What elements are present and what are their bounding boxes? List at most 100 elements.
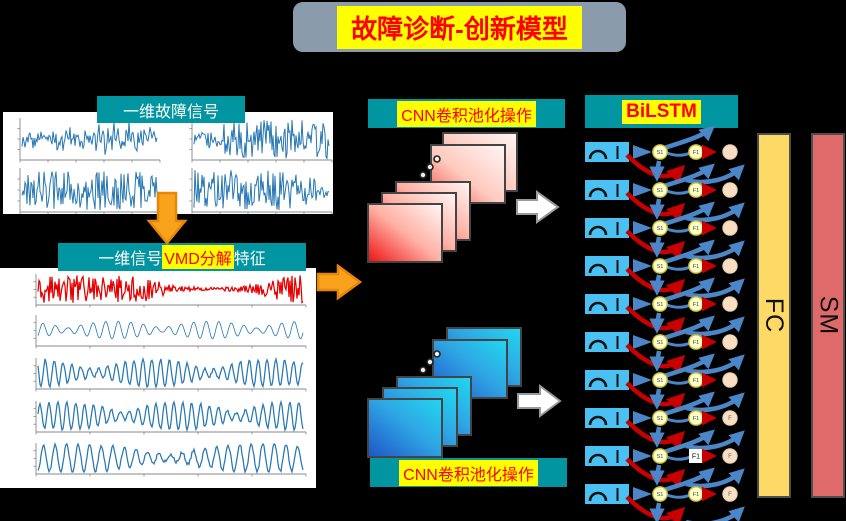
backward-curve [625, 267, 686, 298]
feature-map-red [367, 203, 443, 263]
feature-map-blue [446, 327, 522, 387]
forward-down-link [649, 236, 665, 258]
signal-waveform [21, 171, 158, 210]
ellipsis-dot [419, 366, 427, 374]
backward-curve [625, 419, 686, 450]
label-cnn-top-text: CNN卷积池化操作 [397, 100, 536, 127]
forward-up-curve [663, 315, 715, 341]
lstm-forward-node [652, 296, 668, 312]
ellipsis-dot [433, 155, 441, 163]
signal-waveform [21, 121, 158, 155]
forward-down-link [649, 312, 665, 334]
forward-node-label: S1 [657, 492, 664, 498]
cell-link [666, 493, 691, 499]
backward-node-label: F1 [693, 492, 699, 498]
forward-out-curve [685, 316, 745, 337]
forward-out-curve [685, 240, 745, 261]
segment-arc-glyph [588, 301, 608, 312]
lstm-forward-node [652, 486, 668, 502]
forward-down-link [649, 274, 665, 296]
vmd-decomposition-panel [0, 268, 316, 488]
forward-arrowhead [633, 411, 652, 425]
segment-arc-glyph [588, 377, 608, 388]
segment-arc-glyph [588, 225, 608, 236]
fc-layer-bar: FC [757, 133, 791, 498]
ellipsis-dot [426, 358, 434, 366]
label-vmd-features: 一维信号 VMD分解 特征 [58, 243, 306, 271]
forward-arrowhead [633, 449, 652, 463]
backward-curve [625, 381, 686, 412]
output-node [722, 486, 738, 502]
label-bilstm: BiLSTM [585, 95, 738, 128]
lstm-forward-node [652, 372, 668, 388]
bilstm-row: S1 F1 [585, 125, 745, 185]
forward-up-curve [663, 163, 715, 189]
input-segment-box [585, 218, 629, 238]
forward-up-curve [663, 239, 715, 265]
forward-arrowhead [633, 487, 652, 501]
lstm-forward-node [652, 410, 668, 426]
backward-curve [625, 229, 686, 260]
segment-arc-glyph [588, 453, 608, 464]
white-right-arrow [517, 384, 562, 418]
forward-arrowhead [633, 145, 652, 159]
output-node-label: F [728, 416, 732, 422]
forward-down-link [649, 198, 665, 220]
feature-map-red [395, 181, 471, 241]
input-segment-box [585, 142, 629, 162]
forward-up-curve [663, 429, 715, 455]
forward-arrowhead [633, 221, 652, 235]
forward-node-label: S1 [657, 340, 664, 346]
forward-node-label: S1 [657, 302, 664, 308]
signal-waveform [193, 170, 330, 211]
output-node [722, 144, 738, 160]
output-node [722, 296, 738, 312]
output-node [722, 258, 738, 274]
lstm-backward-node [688, 296, 704, 312]
backward-node-label: F1 [692, 454, 700, 461]
forward-down-link [649, 350, 665, 372]
output-node [722, 410, 738, 426]
signal-waveform [37, 320, 304, 340]
lstm-backward-node [688, 334, 704, 350]
feature-map-blue [432, 339, 508, 399]
segment-arc-glyph [588, 415, 608, 426]
plot-axes [19, 168, 160, 213]
backward-node-label: F1 [693, 378, 699, 384]
forward-down-link [649, 388, 665, 410]
output-node [722, 334, 738, 350]
ellipsis-dot [433, 350, 441, 358]
backward-curve [625, 457, 686, 488]
raw-signal-plots [17, 118, 333, 215]
lstm-forward-node [652, 448, 668, 464]
forward-up-curve [663, 467, 715, 493]
forward-node-label: S1 [657, 416, 664, 422]
ellipsis-dot [419, 171, 427, 179]
backward-node-label: F1 [693, 150, 699, 156]
lstm-forward-node [652, 258, 668, 274]
bilstm-row: S1 F1 [585, 163, 745, 223]
feature-map-blue [396, 376, 472, 436]
lstm-backward-node [688, 486, 704, 502]
label-raw-signal-text: 一维故障信号 [122, 103, 219, 121]
cell-link [666, 417, 691, 423]
output-node [722, 182, 738, 198]
label-cnn-top: CNN卷积池化操作 [368, 99, 565, 128]
bilstm-row: S1 F1 F [585, 429, 745, 489]
feature-map-red [381, 192, 457, 252]
signal-waveform [37, 356, 304, 390]
cell-link [666, 303, 691, 309]
forward-arrowhead [633, 259, 652, 273]
lstm-backward-node [689, 449, 703, 463]
forward-node-label: S1 [657, 188, 664, 194]
segment-arc-glyph [588, 187, 608, 198]
bilstm-row: S1 F1 [585, 239, 745, 299]
forward-out-curve [685, 278, 745, 299]
input-segment-box [585, 446, 629, 466]
bilstm-row: S1 F1 [585, 201, 745, 261]
segment-arc-glyph [588, 339, 608, 350]
title-highlight: 故障诊断-创新模型 [337, 5, 582, 49]
backward-node-label: F1 [693, 302, 699, 308]
input-segment-box [585, 370, 629, 390]
